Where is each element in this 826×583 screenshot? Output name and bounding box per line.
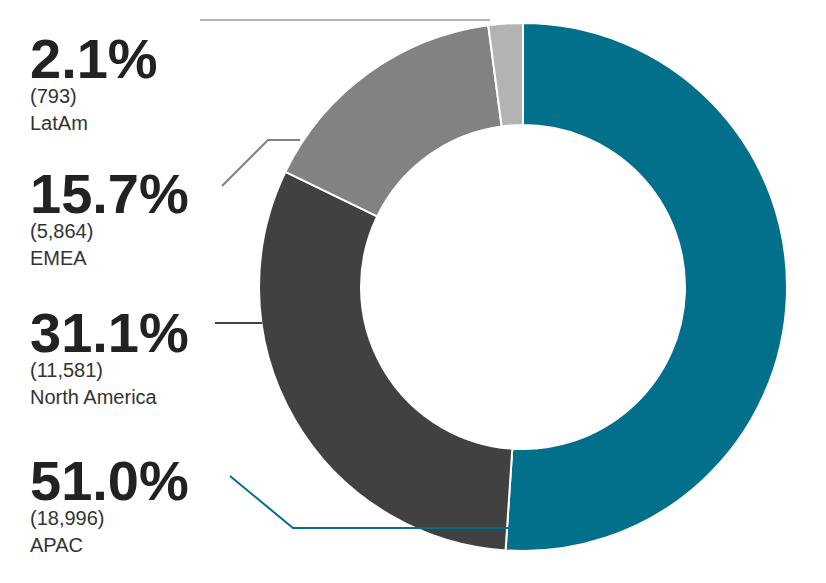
svg-text:15.7%: 15.7% bbox=[30, 162, 189, 225]
svg-text:31.1%: 31.1% bbox=[30, 301, 189, 364]
svg-text:(5,864): (5,864) bbox=[30, 220, 93, 242]
svg-text:(18,996): (18,996) bbox=[30, 507, 105, 529]
svg-text:(11,581): (11,581) bbox=[30, 359, 103, 381]
svg-text:51.0%: 51.0% bbox=[30, 449, 189, 512]
svg-text:(793): (793) bbox=[30, 85, 77, 107]
svg-text:EMEA: EMEA bbox=[30, 247, 87, 269]
svg-text:2.1%: 2.1% bbox=[30, 27, 158, 90]
svg-text:LatAm: LatAm bbox=[30, 112, 88, 134]
svg-text:APAC: APAC bbox=[30, 534, 83, 556]
svg-text:North America: North America bbox=[30, 386, 158, 408]
